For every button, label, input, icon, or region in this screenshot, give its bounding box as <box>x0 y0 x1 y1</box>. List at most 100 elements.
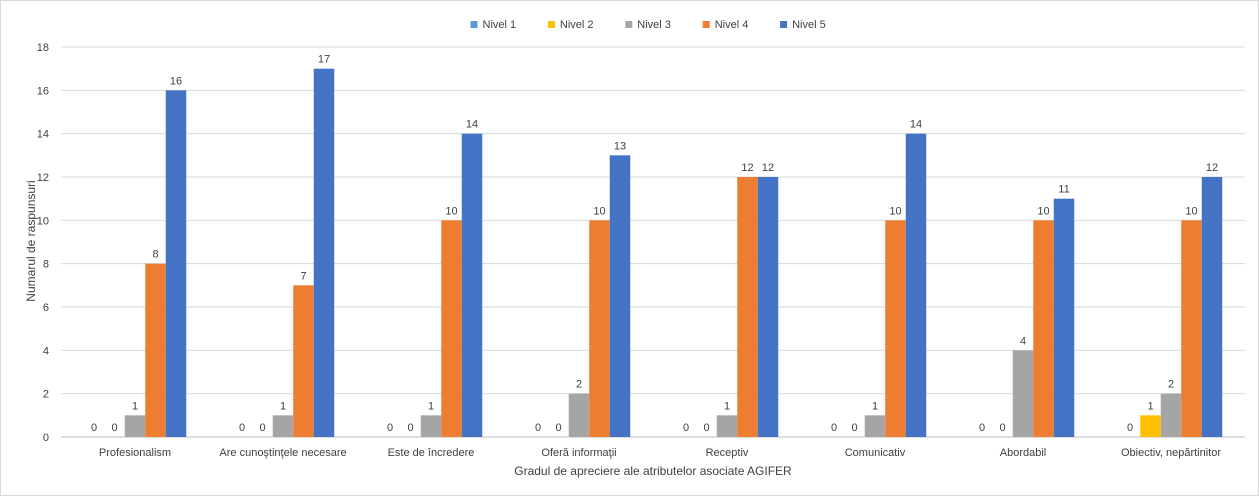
category-label: Profesionalism <box>99 447 171 459</box>
data-label: 0 <box>239 422 245 434</box>
bar <box>1053 198 1075 437</box>
legend-label: Nivel 5 <box>792 19 826 31</box>
data-label: 1 <box>132 400 138 412</box>
y-tick-label: 0 <box>43 432 49 444</box>
category-label: Obiectiv, nepărtinitor <box>1121 447 1221 459</box>
bar <box>293 285 314 437</box>
legend-label: Nivel 2 <box>560 19 594 31</box>
legend-swatch <box>780 21 788 28</box>
data-label: 13 <box>614 140 626 152</box>
data-label: 10 <box>593 205 605 217</box>
bar <box>441 220 462 437</box>
y-tick-label: 10 <box>37 215 49 227</box>
bar <box>716 415 738 437</box>
data-label: 10 <box>1037 205 1049 217</box>
bar <box>420 415 442 437</box>
x-axis-title: Gradul de apreciere ale atributelor asoc… <box>514 464 792 478</box>
data-label: 0 <box>683 422 689 434</box>
category-label: Are cunoştinţele necesare <box>219 447 346 459</box>
legend-label: Nivel 4 <box>715 19 749 31</box>
category-label: Abordabil <box>1000 447 1046 459</box>
data-label: 0 <box>999 422 1005 434</box>
data-label: 0 <box>111 422 117 434</box>
bar <box>609 155 631 438</box>
y-axis-title: Numarul de raspunsuri <box>24 180 38 301</box>
bar <box>145 263 166 437</box>
y-tick-label: 6 <box>43 302 49 314</box>
y-tick-label: 2 <box>43 389 49 401</box>
y-tick-label: 16 <box>37 85 49 97</box>
bar <box>1201 177 1223 437</box>
bar <box>885 220 906 437</box>
bar <box>1181 220 1202 437</box>
legend-swatch <box>470 21 478 28</box>
data-label: 0 <box>703 422 709 434</box>
bar <box>568 393 590 437</box>
data-label: 10 <box>1185 205 1197 217</box>
bar <box>757 177 779 437</box>
bar <box>737 177 758 437</box>
legend: Nivel 1 Nivel 2 Nivel 3 Nivel 4 Nivel 5 <box>470 19 826 31</box>
bar <box>1140 415 1161 437</box>
data-label: 2 <box>576 379 582 391</box>
y-axis-ticks: 0 2 4 6 8 10 12 14 16 18 <box>37 42 49 444</box>
category-label: Este de încredere <box>388 447 475 459</box>
bar <box>905 133 927 437</box>
data-label: 1 <box>428 400 434 412</box>
data-label: 10 <box>889 205 901 217</box>
data-label: 0 <box>387 422 393 434</box>
data-label: 16 <box>170 75 182 87</box>
category-label: Receptiv <box>706 447 749 459</box>
bar <box>1012 350 1034 437</box>
y-tick-label: 14 <box>37 129 49 141</box>
data-label: 0 <box>91 422 97 434</box>
data-label: 1 <box>872 400 878 412</box>
data-label: 0 <box>979 422 985 434</box>
bar <box>124 415 146 437</box>
data-label: 1 <box>1147 400 1153 412</box>
category-label: Comunicativ <box>845 447 906 459</box>
y-tick-label: 8 <box>43 259 49 271</box>
data-label: 12 <box>762 162 774 174</box>
data-label: 0 <box>1127 422 1133 434</box>
data-label: 1 <box>724 400 730 412</box>
bar <box>165 90 187 437</box>
data-label: 2 <box>1168 379 1174 391</box>
gridlines <box>61 46 1245 438</box>
data-label: 1 <box>280 400 286 412</box>
data-label: 0 <box>851 422 857 434</box>
data-label: 0 <box>831 422 837 434</box>
category-label: Oferă informaţii <box>541 447 616 459</box>
bar <box>589 220 610 437</box>
data-label: 0 <box>407 422 413 434</box>
data-label: 14 <box>910 119 922 131</box>
legend-swatch <box>547 21 555 28</box>
bars <box>124 68 1223 438</box>
data-label: 17 <box>318 54 330 66</box>
legend-label: Nivel 3 <box>637 19 671 31</box>
data-label: 10 <box>445 205 457 217</box>
data-label: 11 <box>1058 184 1069 196</box>
bar <box>1033 220 1054 437</box>
legend-swatch <box>702 21 710 28</box>
data-label: 14 <box>466 119 478 131</box>
bar <box>313 68 335 438</box>
y-tick-label: 12 <box>37 172 49 184</box>
bar <box>272 415 294 437</box>
data-label: 12 <box>1206 162 1218 174</box>
y-tick-label: 4 <box>43 345 49 357</box>
y-tick-label: 18 <box>37 42 49 54</box>
data-label: 0 <box>555 422 561 434</box>
bar <box>864 415 886 437</box>
data-label: 4 <box>1020 335 1026 347</box>
data-label: 12 <box>741 162 753 174</box>
bar <box>1160 393 1182 437</box>
data-label: 0 <box>259 422 265 434</box>
legend-swatch <box>625 21 633 28</box>
data-label: 8 <box>152 249 158 261</box>
legend-label: Nivel 1 <box>483 19 517 31</box>
data-label: 7 <box>300 270 306 282</box>
